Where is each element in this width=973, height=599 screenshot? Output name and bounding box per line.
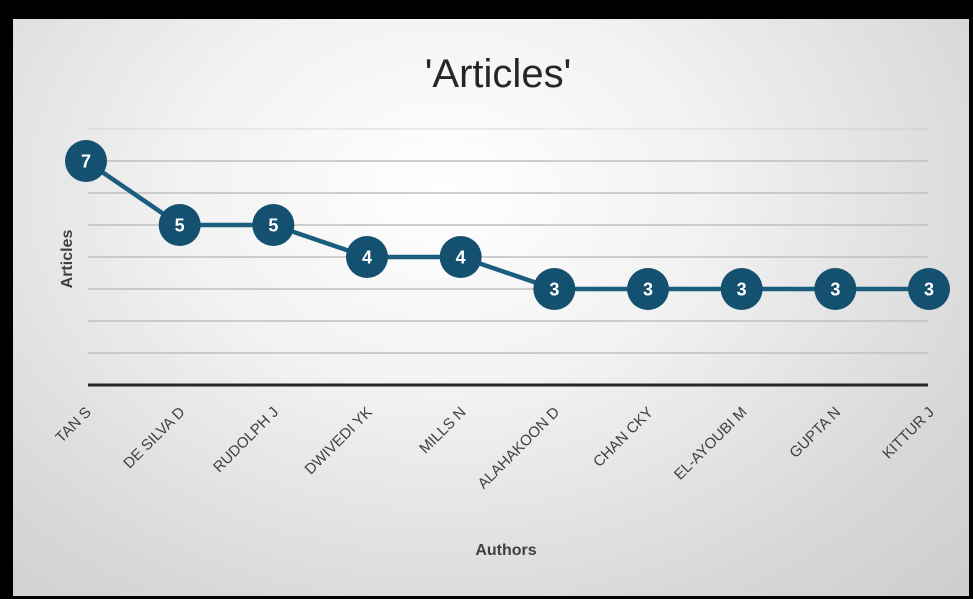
data-label-1: 5 xyxy=(175,216,185,236)
x-tick-label-7: EL-AYOUBI M xyxy=(671,404,751,484)
data-point-3[interactable] xyxy=(346,236,388,278)
data-point-1[interactable] xyxy=(158,204,201,246)
x-tick-label-3: DWIVEDI YK xyxy=(302,404,376,478)
data-point-8[interactable] xyxy=(814,268,857,310)
x-tick-label-2: RUDOLPH J xyxy=(210,404,282,476)
data-point-6[interactable] xyxy=(627,268,669,310)
data-point-4[interactable] xyxy=(439,236,482,278)
data-label-9: 3 xyxy=(924,280,934,300)
data-label-7: 3 xyxy=(737,280,747,300)
series-line xyxy=(84,159,929,292)
x-tick-label-8: GUPTA N xyxy=(786,404,844,462)
data-label-2: 5 xyxy=(268,216,278,236)
data-point-2[interactable] xyxy=(252,204,295,246)
chart-area: 'Articles' 7 5 5 4 4 3 3 3 3 3 TAN S DE SILVA D RUD… xyxy=(13,19,969,596)
x-tick-label-9: KITTUR J xyxy=(879,404,938,463)
x-tick-labels: TAN S DE SILVA D RUDOLPH J DWIVEDI YK MILLS … xyxy=(52,404,937,493)
x-tick-label-1: DE SILVA D xyxy=(120,404,188,472)
x-tick-label-0: TAN S xyxy=(52,404,94,446)
x-axis-title: Authors xyxy=(475,542,536,559)
chart-title: 'Articles' xyxy=(425,52,571,96)
data-label-8: 3 xyxy=(830,280,840,300)
data-label-3: 4 xyxy=(362,248,372,268)
data-label-6: 3 xyxy=(643,280,653,300)
line-chart: 'Articles' 7 5 5 4 4 3 3 3 3 3 TAN S DE SILVA D RUD… xyxy=(52,52,950,559)
data-point-9[interactable] xyxy=(908,268,950,310)
data-point-7[interactable] xyxy=(720,268,763,310)
x-tick-label-5: ALAHAKOON D xyxy=(475,404,564,493)
x-tick-label-4: MILLS N xyxy=(416,404,469,457)
series-polyline xyxy=(84,159,929,292)
y-axis-title: Articles xyxy=(59,230,76,289)
data-label-5: 3 xyxy=(549,280,559,300)
data-label-4: 4 xyxy=(456,248,466,268)
data-label-0: 7 xyxy=(81,152,91,172)
gridlines xyxy=(88,128,928,354)
x-tick-label-6: CHAN CKY xyxy=(590,404,657,471)
data-point-0[interactable] xyxy=(65,140,107,182)
data-point-5[interactable] xyxy=(533,268,576,310)
series-markers: 7 5 5 4 4 3 3 3 3 3 xyxy=(65,140,950,310)
